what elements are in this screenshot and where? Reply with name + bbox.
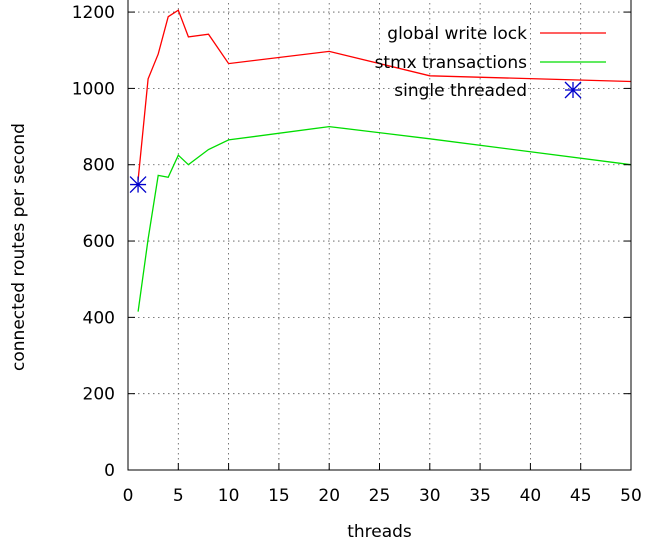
x-tick-label: 5 (173, 486, 184, 506)
x-tick-label: 25 (369, 486, 391, 506)
y-tick-label: 800 (83, 156, 115, 176)
y-tick-label: 1200 (72, 3, 115, 23)
x-axis-label: threads (347, 522, 412, 540)
x-tick-label: 45 (570, 486, 592, 506)
legend-swatch-single-threaded (564, 81, 582, 99)
legend: global write lock stmx transactions single… (375, 24, 606, 101)
y-tick-label: 0 (104, 461, 115, 481)
series-line-global-write-lock (137, 9, 632, 181)
y-tick-label: 1000 (72, 79, 115, 99)
legend-label-global-write-lock: global write lock (387, 24, 527, 44)
series-line-stmx-transactions (137, 125, 632, 312)
x-tick-label: 15 (268, 486, 290, 506)
x-tick-label: 20 (318, 486, 340, 506)
x-tick-label: 30 (419, 486, 441, 506)
data-point-single-threaded (129, 176, 147, 194)
legend-label-stmx-transactions: stmx transactions (375, 53, 528, 73)
axis-ticks: 0 5 10 15 20 25 30 35 40 45 50 0 200 400 600 800 1000 120… (72, 3, 642, 506)
x-tick-label: 50 (620, 486, 642, 506)
x-tick-label: 0 (123, 486, 134, 506)
y-tick-label: 600 (83, 232, 115, 252)
series-layer (129, 9, 632, 312)
legend-label-single-threaded: single threaded (394, 81, 527, 101)
y-axis-label: connected routes per second (9, 123, 29, 371)
grid-lines (128, 0, 631, 470)
x-tick-label: 40 (520, 486, 542, 506)
x-tick-label: 35 (469, 486, 491, 506)
y-tick-label: 400 (83, 308, 115, 328)
x-tick-label: 10 (218, 486, 240, 506)
y-tick-label: 200 (83, 385, 115, 405)
